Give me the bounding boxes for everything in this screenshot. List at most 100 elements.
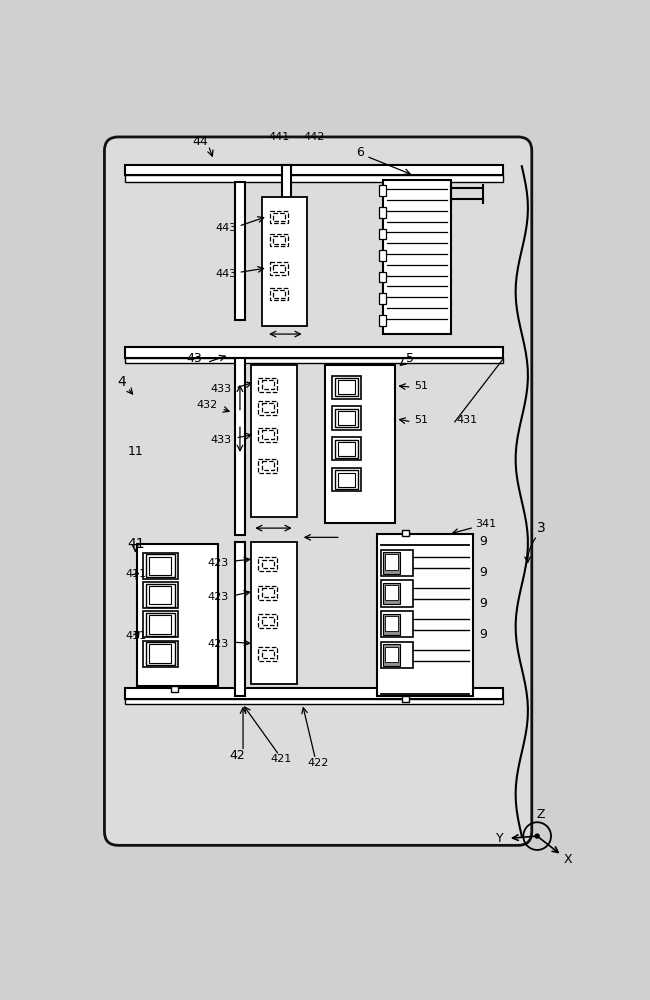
Text: X: X: [564, 853, 572, 866]
Bar: [125, 165, 502, 175]
Text: 9: 9: [480, 566, 488, 579]
Bar: [171, 686, 178, 692]
Bar: [338, 442, 355, 456]
Bar: [378, 250, 386, 261]
Text: 9: 9: [480, 535, 488, 548]
Bar: [146, 584, 174, 607]
Bar: [338, 473, 355, 487]
Text: 443: 443: [216, 223, 237, 233]
Text: 442: 442: [303, 132, 324, 142]
Text: 411: 411: [125, 569, 146, 579]
Text: Y: Y: [497, 832, 504, 845]
Bar: [381, 550, 413, 576]
Bar: [259, 557, 277, 571]
Bar: [251, 542, 297, 684]
Bar: [273, 213, 285, 221]
Text: 421: 421: [271, 754, 292, 764]
Bar: [125, 347, 502, 358]
Bar: [335, 470, 358, 489]
Bar: [270, 211, 289, 223]
Bar: [273, 290, 285, 298]
Bar: [381, 642, 413, 668]
Bar: [385, 585, 398, 600]
Bar: [146, 554, 174, 577]
Bar: [384, 180, 451, 334]
Bar: [281, 165, 291, 249]
Bar: [378, 293, 386, 304]
Text: 411: 411: [125, 631, 146, 641]
Text: 9: 9: [480, 597, 488, 610]
Bar: [270, 262, 289, 275]
Bar: [378, 315, 386, 326]
Bar: [146, 642, 174, 665]
Bar: [335, 378, 358, 396]
Bar: [149, 644, 172, 663]
Bar: [326, 365, 395, 523]
Bar: [259, 647, 277, 661]
Bar: [378, 272, 386, 282]
Bar: [261, 380, 274, 389]
Bar: [259, 586, 277, 600]
Bar: [259, 401, 277, 415]
Bar: [259, 614, 277, 628]
Bar: [385, 616, 398, 631]
Text: 5: 5: [406, 352, 414, 365]
Text: 432: 432: [196, 400, 218, 410]
Bar: [125, 175, 502, 182]
Bar: [143, 611, 177, 637]
Bar: [261, 430, 274, 439]
Text: 6: 6: [356, 146, 364, 159]
Text: 9: 9: [480, 628, 488, 641]
Bar: [273, 265, 285, 272]
Bar: [125, 358, 502, 363]
Bar: [259, 378, 277, 392]
Text: 431: 431: [456, 415, 478, 425]
Bar: [143, 582, 177, 608]
Text: 41: 41: [127, 536, 145, 550]
Bar: [377, 534, 473, 696]
Text: 422: 422: [307, 758, 328, 768]
Text: 341: 341: [476, 519, 497, 529]
Bar: [125, 699, 502, 704]
Bar: [332, 437, 361, 460]
Bar: [402, 696, 410, 702]
Bar: [270, 288, 289, 300]
Bar: [378, 185, 386, 196]
Bar: [149, 557, 172, 575]
Circle shape: [534, 833, 540, 839]
Bar: [259, 428, 277, 442]
Bar: [146, 613, 174, 636]
Bar: [261, 588, 274, 597]
Bar: [270, 234, 289, 246]
Bar: [335, 409, 358, 427]
Bar: [338, 411, 355, 425]
Text: 433: 433: [211, 384, 231, 394]
Text: 4: 4: [117, 375, 125, 389]
Text: 443: 443: [216, 269, 237, 279]
Bar: [384, 552, 400, 574]
Bar: [235, 182, 244, 320]
FancyBboxPatch shape: [105, 137, 532, 845]
Bar: [381, 580, 413, 607]
Bar: [235, 542, 244, 696]
Bar: [136, 544, 218, 686]
Bar: [338, 380, 355, 394]
Bar: [381, 611, 413, 637]
Bar: [143, 641, 177, 667]
Bar: [125, 688, 502, 699]
Bar: [335, 440, 358, 458]
Bar: [261, 560, 274, 568]
Bar: [384, 644, 400, 666]
Bar: [261, 617, 274, 625]
Bar: [402, 530, 410, 536]
Bar: [385, 647, 398, 662]
Text: 441: 441: [268, 132, 290, 142]
Bar: [263, 197, 307, 326]
Bar: [384, 583, 400, 604]
Text: 43: 43: [187, 352, 202, 365]
Text: 42: 42: [229, 749, 245, 762]
Bar: [251, 365, 297, 517]
Bar: [261, 650, 274, 658]
Bar: [385, 554, 398, 570]
Text: 3: 3: [537, 521, 545, 535]
